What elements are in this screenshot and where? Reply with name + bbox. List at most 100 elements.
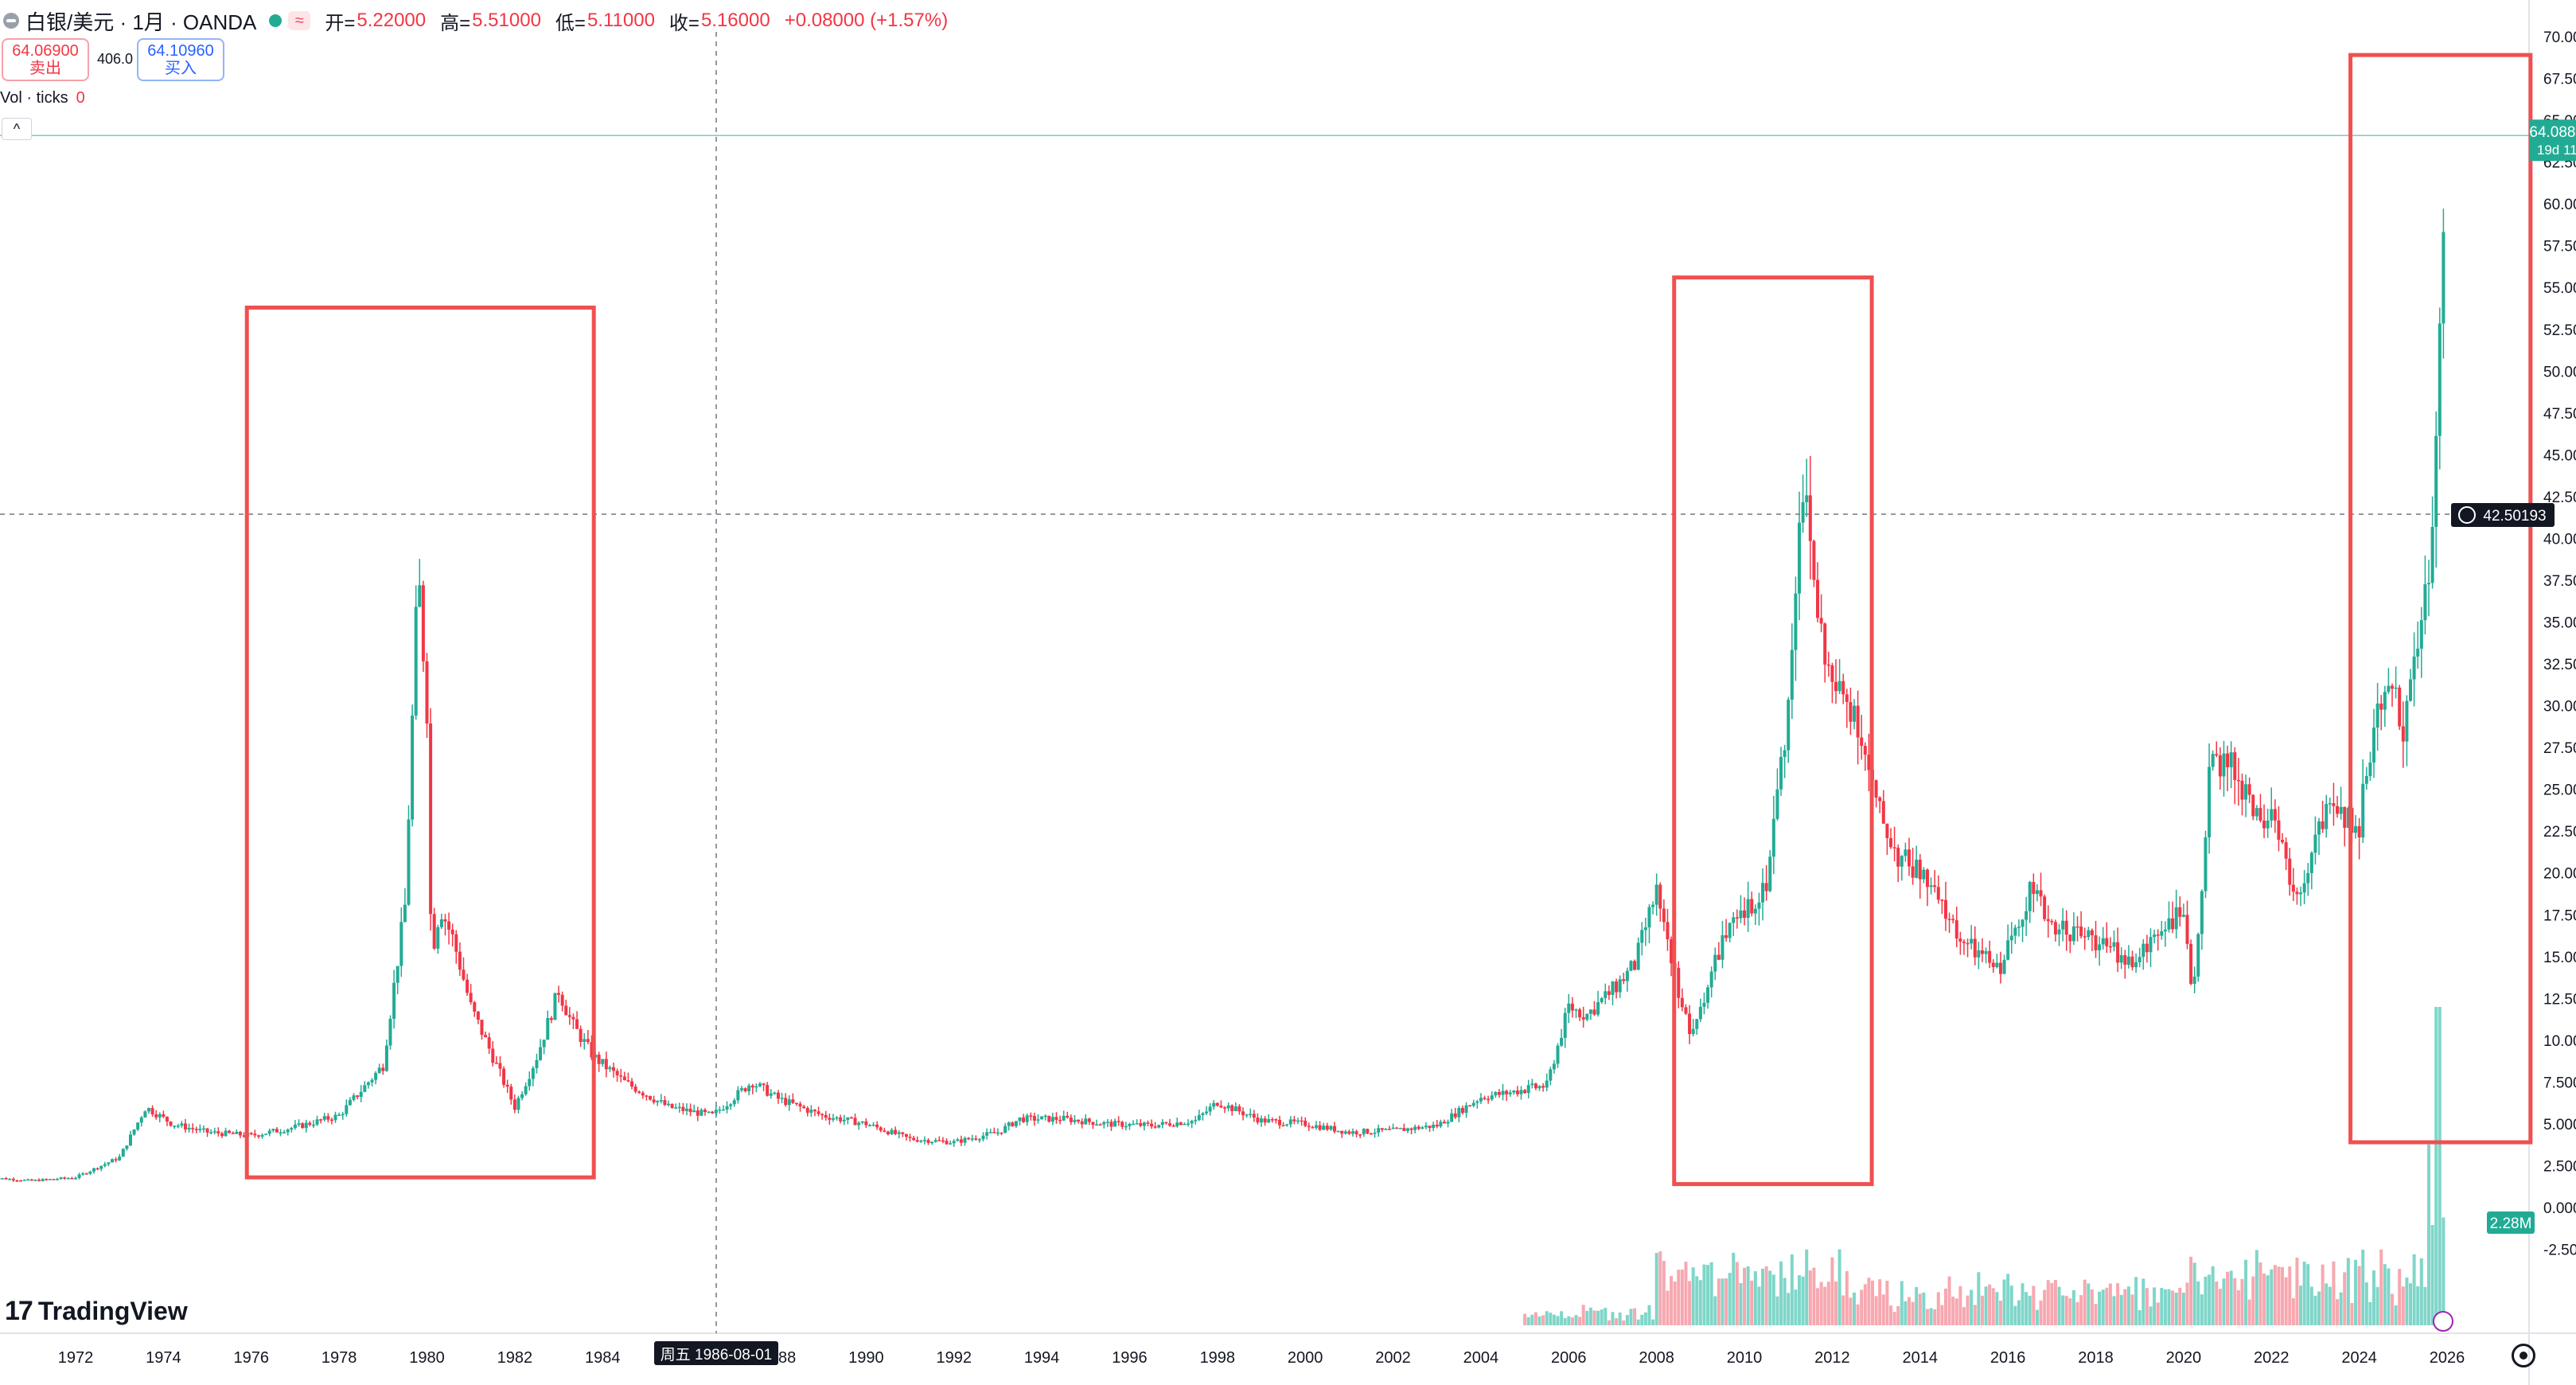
candle-body [1787, 700, 1791, 751]
volume-bar [1973, 1305, 1977, 1325]
candle-body [1717, 954, 1721, 960]
candle-body [146, 1108, 150, 1112]
symbol-title[interactable]: 白银/美元 · 1月 · OANDA [25, 10, 257, 34]
delayed-data-icon[interactable]: ≈ [288, 11, 311, 30]
volume-legend[interactable]: Vol · ticks 0 [0, 89, 85, 107]
candle-body [1215, 1102, 1219, 1106]
candle-body [908, 1137, 912, 1138]
candle-body [732, 1100, 736, 1105]
candle-body [1398, 1128, 1402, 1129]
candle-body [1307, 1126, 1311, 1128]
candle-body [125, 1145, 129, 1149]
candle-body [84, 1173, 88, 1175]
candle-body [1132, 1123, 1136, 1126]
volume-bar [2273, 1265, 2277, 1325]
volume-bar [2325, 1283, 2329, 1325]
candle-body [1190, 1121, 1194, 1124]
collapse-legend-button[interactable]: ^ [2, 118, 32, 140]
candle-body [1387, 1129, 1391, 1130]
volume-bar [1625, 1315, 1629, 1325]
candle-body [45, 1179, 49, 1180]
volume-bar [1611, 1312, 1615, 1325]
candle-body [450, 929, 454, 934]
volume-bar [2251, 1276, 2255, 1325]
candle-body [4, 1178, 8, 1180]
candle-body [2295, 891, 2299, 895]
candle-body [879, 1127, 883, 1131]
volume-bar [1578, 1317, 1582, 1325]
buy-button[interactable]: 64.10960 买入 [137, 38, 224, 81]
candle-body [2412, 656, 2416, 680]
candle-body [337, 1114, 341, 1116]
candle-body [1468, 1105, 1472, 1107]
candle-body [886, 1131, 890, 1135]
candle-body [301, 1123, 305, 1129]
gear-icon[interactable] [2512, 1344, 2535, 1367]
tradingview-logo[interactable]: 17 TradingView [5, 1296, 188, 1327]
candle-body [747, 1085, 751, 1091]
candle-body [59, 1177, 63, 1180]
candle-body [1643, 927, 1647, 930]
sell-button[interactable]: 64.06900 卖出 [2, 38, 89, 81]
candle-body [1058, 1119, 1062, 1122]
time-tick-label: 2018 [2078, 1349, 2114, 1367]
volume-bar [1911, 1301, 1915, 1325]
volume-bar [2244, 1259, 2248, 1325]
candle-body [2105, 938, 2109, 946]
price-tick-label: 17.50000 [2543, 907, 2576, 924]
candle-body [867, 1125, 871, 1127]
candle-body [1187, 1123, 1191, 1125]
volume-bar [2028, 1295, 2032, 1325]
volume-bar [1878, 1279, 1882, 1325]
candle-body [1823, 623, 1827, 665]
candle-body [2218, 755, 2222, 777]
candle-body [2309, 852, 2313, 873]
candle-body [949, 1143, 953, 1145]
candle-body [1761, 883, 1765, 903]
time-tick-label: 2024 [2341, 1349, 2377, 1367]
volume-bar [1918, 1293, 1922, 1325]
volume-bar [2149, 1306, 2153, 1325]
candle-body [283, 1132, 286, 1133]
candle-body [110, 1159, 114, 1163]
volume-bar [1684, 1262, 1688, 1325]
volume-bar [1775, 1296, 1779, 1325]
close-label: 收= [668, 12, 700, 34]
candle-body [2442, 232, 2445, 324]
candle-body [828, 1118, 832, 1120]
candle-body [721, 1109, 725, 1111]
candle-body [1208, 1106, 1212, 1112]
volume-bar [2039, 1300, 2043, 1325]
candle-body [403, 904, 407, 923]
candle-body [1018, 1117, 1022, 1122]
volume-bar [1735, 1262, 1739, 1325]
volume-bar [1764, 1266, 1768, 1325]
volume-bar [2409, 1283, 2413, 1325]
volume-bar [2357, 1266, 2361, 1325]
candle-body [1296, 1120, 1300, 1122]
candle-body [546, 1018, 550, 1040]
volume-bar [1604, 1308, 1608, 1325]
candle-body [1194, 1119, 1198, 1122]
candle-body [2321, 821, 2325, 829]
volume-bar [2079, 1295, 2083, 1325]
candle-body [187, 1127, 191, 1129]
volume-bar [2178, 1287, 2182, 1325]
high-value: 5.51000 [472, 10, 541, 31]
time-tick-label: 1998 [1200, 1349, 1236, 1367]
candle-body [2090, 930, 2094, 936]
candle-body [1226, 1105, 1230, 1109]
candle-body [681, 1106, 685, 1111]
candle-body [1505, 1090, 1509, 1094]
candle-body [469, 993, 473, 1003]
volume-bar [1526, 1317, 1530, 1325]
price-tick-label: 47.50000 [2543, 406, 2576, 423]
volume-bar [2350, 1303, 2354, 1325]
buy-price: 64.10960 [147, 42, 214, 60]
candle-body [1300, 1120, 1304, 1122]
countdown-value: 19d 11h [2537, 142, 2576, 158]
candle-body [2375, 703, 2379, 728]
volume-bar [2108, 1283, 2112, 1325]
volume-bar [1713, 1296, 1717, 1325]
